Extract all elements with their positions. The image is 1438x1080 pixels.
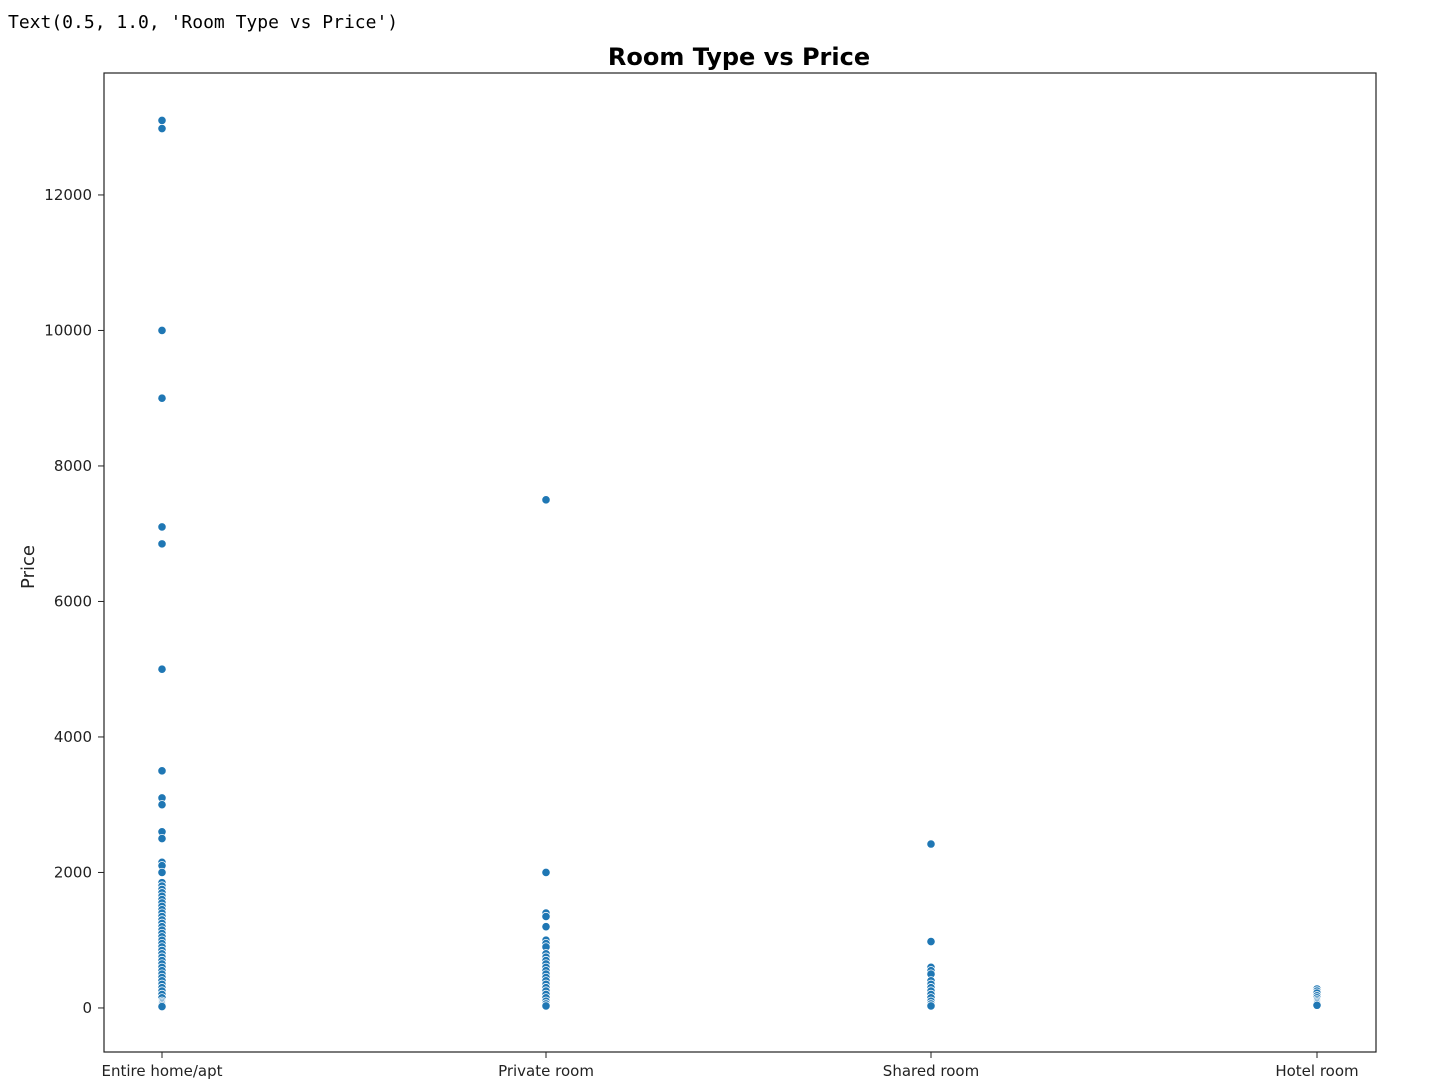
data-point bbox=[541, 495, 551, 505]
y-tick-label: 4000 bbox=[54, 728, 92, 746]
data-point bbox=[157, 522, 167, 532]
plot-area-frame bbox=[103, 72, 1377, 1053]
data-point bbox=[926, 839, 936, 849]
data-point bbox=[926, 1001, 936, 1011]
data-point bbox=[157, 123, 167, 134]
data-point bbox=[157, 393, 167, 403]
x-tick-label: Entire home/apt bbox=[101, 1062, 222, 1080]
x-tick-label: Private room bbox=[498, 1062, 594, 1080]
data-point bbox=[157, 539, 167, 549]
data-point bbox=[541, 922, 551, 932]
data-points bbox=[157, 115, 1322, 1012]
y-tick-label: 2000 bbox=[54, 863, 92, 881]
data-point bbox=[157, 833, 167, 844]
y-tick-label: 12000 bbox=[44, 186, 92, 204]
y-axis-label: Price bbox=[18, 545, 39, 589]
data-point bbox=[1312, 1000, 1322, 1010]
y-axis-ticks: 0 2000 4000 6000 8000 10000 12000 bbox=[44, 186, 104, 1017]
x-tick-label: Shared room bbox=[883, 1062, 979, 1080]
x-tick-label: Hotel room bbox=[1275, 1062, 1358, 1080]
data-point bbox=[157, 115, 167, 126]
data-point bbox=[541, 911, 551, 922]
data-point bbox=[157, 664, 167, 674]
data-point bbox=[157, 800, 167, 810]
chart-title: Room Type vs Price bbox=[608, 43, 870, 71]
y-tick-label: 10000 bbox=[44, 321, 92, 339]
data-point bbox=[157, 1002, 167, 1012]
data-point bbox=[157, 766, 167, 776]
data-point bbox=[541, 867, 551, 878]
data-point bbox=[157, 325, 167, 336]
x-axis-ticks: Entire home/apt Private room Shared room Ho… bbox=[101, 1052, 1359, 1080]
y-tick-label: 6000 bbox=[54, 592, 92, 610]
data-point bbox=[157, 867, 167, 878]
y-tick-label: 8000 bbox=[54, 457, 92, 475]
cell-output-text: Text(0.5, 1.0, 'Room Type vs Price') bbox=[8, 12, 399, 33]
data-point bbox=[926, 936, 936, 947]
y-tick-label: 0 bbox=[82, 999, 92, 1017]
data-point bbox=[541, 1001, 551, 1011]
